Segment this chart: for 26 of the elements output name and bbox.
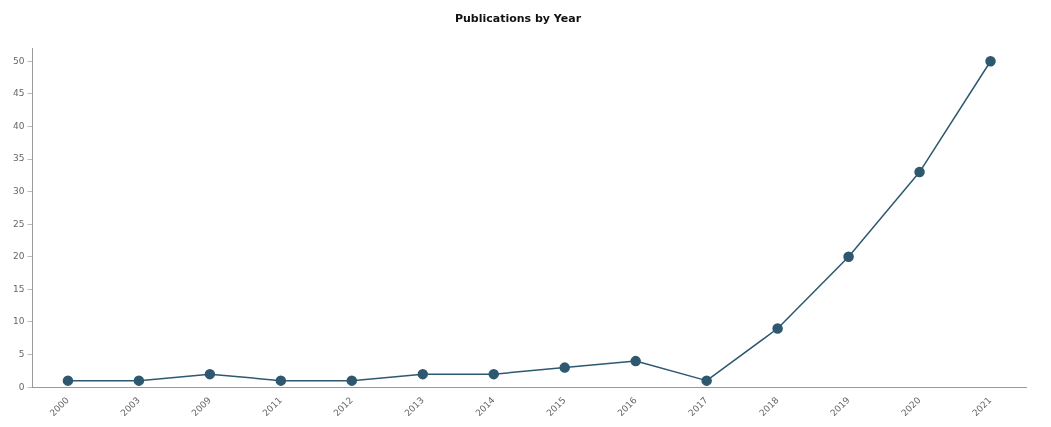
point [559, 362, 570, 373]
y-tick-label: 45 [13, 88, 25, 99]
point [914, 166, 925, 178]
y-tick-label: 50 [13, 55, 25, 66]
point [630, 355, 641, 367]
y-tick-label: 35 [13, 153, 25, 164]
y-tick-label: 40 [13, 120, 25, 131]
point [204, 368, 216, 380]
point [62, 375, 74, 386]
point [985, 55, 996, 67]
point [701, 375, 712, 386]
y-tick-label: 25 [13, 218, 25, 229]
point [346, 375, 358, 386]
point [843, 251, 854, 263]
point [772, 323, 783, 334]
y-tick-label: 0 [18, 381, 25, 392]
point [133, 375, 145, 386]
point [488, 368, 499, 380]
y-tick-label: 15 [13, 283, 25, 294]
point [275, 375, 287, 386]
y-tick-label: 10 [13, 316, 25, 327]
y-tick-label: 20 [13, 251, 25, 262]
y-tick-label: 5 [18, 348, 25, 359]
y-tick-label: 30 [13, 185, 25, 196]
chart-title: Publications by Year [454, 12, 582, 26]
point [417, 368, 429, 380]
